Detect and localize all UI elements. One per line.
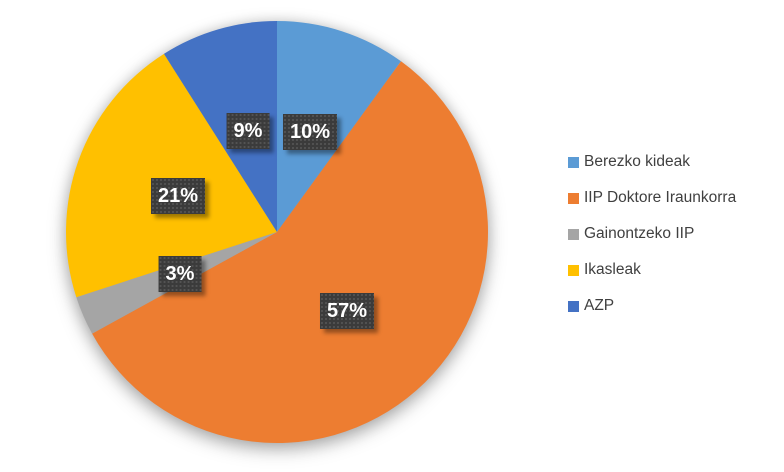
legend-swatch-berezko-kideak: [568, 156, 579, 168]
legend-item-ikasleak[interactable]: Ikasleak: [568, 252, 736, 288]
legend-item-azp[interactable]: AZP: [568, 288, 736, 324]
pie-slice-ikasleak[interactable]: [66, 53, 278, 298]
legend-swatch-iip-doktore-iraunkorra: [568, 192, 579, 204]
pie-slice-azp[interactable]: [163, 21, 277, 232]
legend-swatch-azp: [568, 300, 579, 312]
legend-item-berezko-kideak[interactable]: Berezko kideak: [568, 144, 736, 180]
pie-slice-berezko-kideak[interactable]: [277, 21, 402, 232]
legend-label: IIP Doktore Iraunkorra: [584, 189, 737, 206]
chart-legend: Berezko kideak IIP Doktore Iraunkorra Gain…: [568, 144, 736, 324]
legend-label: Berezko kideak: [584, 153, 690, 170]
legend-swatch-ikasleak: [568, 264, 579, 276]
legend-label: AZP: [584, 297, 615, 314]
legend-item-iip-doktore-iraunkorra[interactable]: IIP Doktore Iraunkorra: [568, 180, 736, 216]
legend-item-gainontzeko-iip[interactable]: Gainontzeko IIP: [568, 216, 736, 252]
legend-label: Gainontzeko IIP: [584, 225, 695, 242]
legend-label: Ikasleak: [584, 261, 641, 278]
pie-slice-iip-doktore-iraunkorra[interactable]: [92, 61, 489, 444]
legend-swatch-gainontzeko-iip: [568, 228, 579, 240]
